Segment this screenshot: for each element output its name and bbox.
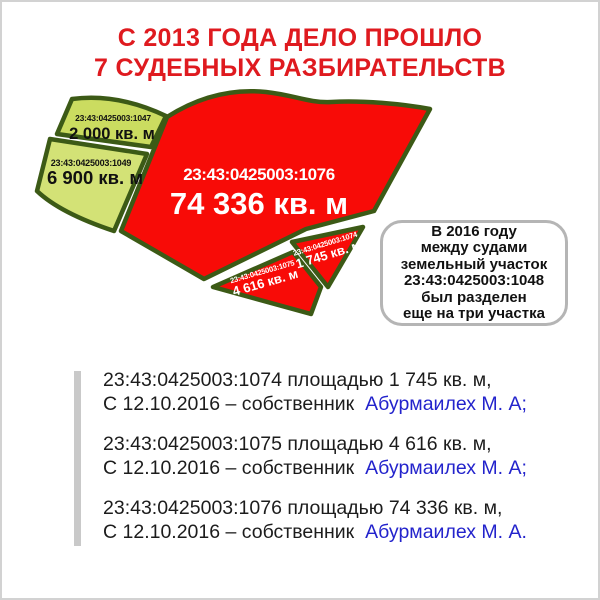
plot-1076-shape (118, 88, 433, 282)
page-title: С 2013 ГОДА ДЕЛО ПРОШЛО 7 СУДЕБНЫХ РАЗБИ… (94, 24, 506, 82)
plot-1047-area: 2 000 кв. м (69, 125, 155, 143)
ownership-date-prefix: С 12.10.2016 – собственник (103, 392, 355, 415)
court-split-note-text: В 2016 году между судами земельный участ… (400, 222, 548, 322)
plot-1049-cadastral: 23:43:0425003:1049 (51, 158, 132, 168)
ownership-item-1076: 23:43:0425003:1076 площадью 74 336 кв. м… (103, 497, 543, 544)
court-split-note: В 2016 году между судами земельный участ… (380, 220, 568, 326)
quote-bar (74, 371, 81, 546)
ownership-item-line1: 23:43:0425003:1075 площадью 4 616 кв. м, (103, 433, 492, 455)
ownership-item-line2: С 12.10.2016 – собственник Абурмаилех М. … (103, 521, 543, 545)
ownership-item-line2: С 12.10.2016 – собственник Абурмаилех М. … (103, 393, 543, 417)
plot-1047-shape (54, 95, 169, 150)
ownership-item-line1: 23:43:0425003:1076 площадью 74 336 кв. м… (103, 497, 503, 519)
ownership-list: 23:43:0425003:1074 площадью 1 745 кв. м,… (103, 369, 543, 561)
plot-1049-area: 6 900 кв. м (47, 167, 143, 188)
ownership-date-prefix: С 12.10.2016 – собственник (103, 456, 355, 479)
ownership-item-1074: 23:43:0425003:1074 площадью 1 745 кв. м,… (103, 369, 543, 416)
ownership-item-line2: С 12.10.2016 – собственник Абурмаилех М. … (103, 457, 543, 481)
owner-name: Абурмаилех М. А; (365, 392, 527, 415)
plot-1075-shape (210, 249, 324, 317)
plot-1076-area: 74 336 кв. м (170, 186, 348, 221)
owner-name: Абурмаилех М. А; (365, 456, 527, 479)
plot-1049-shape (34, 136, 150, 234)
ownership-item-line1: 23:43:0425003:1074 площадью 1 745 кв. м, (103, 369, 492, 391)
ownership-date-prefix: С 12.10.2016 – собственник (103, 520, 355, 543)
ownership-item-1075: 23:43:0425003:1075 площадью 4 616 кв. м,… (103, 433, 543, 480)
owner-name: Абурмаилех М. А. (365, 520, 527, 543)
plot-1076-cadastral: 23:43:0425003:1076 (183, 165, 335, 184)
plot-1074-shape (289, 224, 366, 290)
plot-1047-cadastral: 23:43:0425003:1047 (75, 113, 151, 123)
